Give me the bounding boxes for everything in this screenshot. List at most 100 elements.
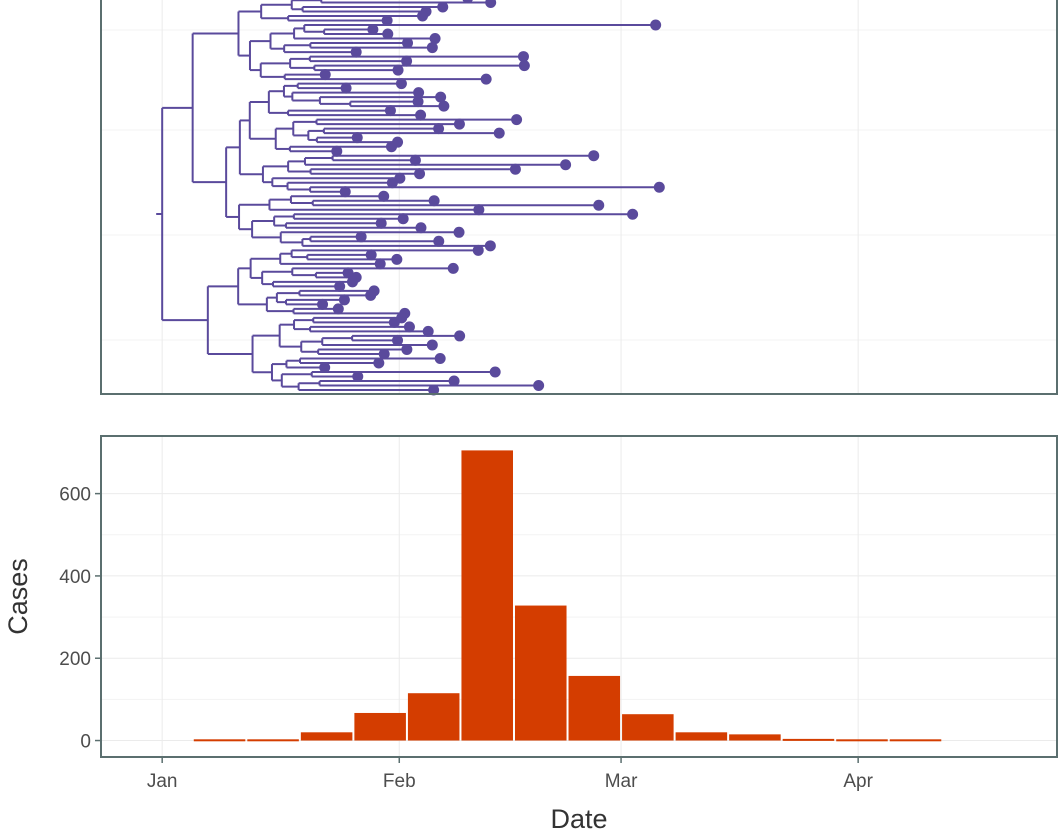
tree-tip-node	[339, 186, 351, 198]
x-tick-label: Jan	[147, 771, 178, 792]
tree-tip-node	[397, 213, 409, 225]
tree-tip-node	[428, 384, 440, 396]
histogram-bar	[247, 739, 299, 742]
tree-tip-node	[365, 289, 377, 301]
tree-tip-node	[412, 96, 424, 108]
tree-tip-node	[448, 375, 460, 387]
tree-tip-node	[403, 321, 415, 333]
tree-tip-node	[395, 78, 407, 90]
tree-tip-node	[426, 339, 438, 351]
tree-tip-node	[391, 253, 403, 265]
tree-tip-node	[355, 231, 367, 243]
tree-tip-node	[511, 114, 523, 126]
tree-tip-node	[373, 357, 385, 369]
tree-tip-node	[381, 15, 393, 27]
tree-tip-node	[480, 73, 492, 85]
tree-tip-node	[428, 195, 440, 207]
y-axis-title: Cases	[3, 558, 33, 635]
x-axis-title: Date	[550, 804, 607, 832]
tree-tip-node	[378, 190, 390, 202]
tree-tip-node	[415, 222, 427, 234]
tree-tip-node	[434, 352, 446, 364]
tree-tip-node	[401, 55, 413, 67]
histogram-bar	[193, 739, 246, 742]
tree-tip-node	[484, 240, 496, 252]
tree-tip-node	[317, 298, 329, 310]
tree-gridlines	[101, 0, 1057, 394]
tree-tip-node	[489, 366, 501, 378]
tree-tip-node	[533, 379, 545, 391]
tree-tip-node	[342, 267, 354, 279]
x-tick-label: Apr	[843, 771, 873, 792]
tree-tip-node	[409, 154, 421, 166]
histogram-bar	[782, 738, 835, 741]
tree-tip-node	[415, 109, 427, 121]
tree-tip-node	[517, 51, 529, 63]
tree-tip-node	[332, 303, 344, 315]
tree-tip-node	[374, 258, 386, 270]
tree-tip-node	[352, 370, 364, 382]
tree-tip-node	[382, 28, 394, 40]
tree-tip-node	[433, 123, 445, 135]
tree-tip-node	[447, 262, 459, 274]
tree-tip-node	[331, 145, 343, 157]
tree-tip-node	[350, 46, 362, 58]
tree-tip-node	[429, 33, 441, 45]
tree-tip-node	[473, 204, 485, 216]
histogram-bar	[461, 450, 513, 741]
tree-tip-node	[437, 1, 449, 13]
tree-tip-node	[388, 316, 400, 328]
tree-tip-node	[384, 105, 396, 117]
tree-tip-node	[650, 19, 662, 31]
tree-tip-node	[433, 235, 445, 247]
tree-tip-node	[385, 141, 397, 153]
tree-tip-node	[392, 334, 404, 346]
histogram-bars	[193, 450, 942, 742]
histogram-bar	[514, 605, 567, 741]
tree-tip-node	[338, 294, 350, 306]
y-tick-label: 0	[80, 732, 91, 753]
tree-nodes	[317, 0, 665, 396]
y-tick-label: 200	[59, 649, 91, 670]
tree-tip-node	[319, 361, 331, 373]
histogram-bar	[300, 732, 353, 741]
tree-tip-node	[653, 181, 665, 193]
tree-tip-node	[453, 118, 465, 130]
tree-tip-node	[422, 325, 434, 337]
histogram-bar	[836, 739, 888, 742]
histogram-bar	[729, 734, 781, 741]
tree-tip-node	[627, 208, 639, 220]
tree-tip-node	[485, 0, 497, 9]
tree-tip-node	[365, 249, 377, 261]
tree-tip-node	[438, 100, 450, 112]
tree-tip-node	[402, 37, 414, 49]
tree-tip-node	[392, 64, 404, 76]
tree-tip-node	[401, 343, 413, 355]
x-tick-label: Mar	[605, 771, 638, 792]
tree-tip-node	[453, 226, 465, 238]
tree-tip-node	[426, 42, 438, 54]
histogram-bar	[622, 714, 674, 741]
tree-branches	[156, 0, 660, 391]
tree-tip-node	[462, 0, 473, 4]
y-tick-label: 400	[59, 567, 91, 588]
tree-tip-node	[351, 132, 363, 144]
tree-tip-node	[435, 91, 447, 103]
histogram-bar	[407, 693, 460, 741]
tree-tip-node	[417, 10, 429, 22]
histogram-bar	[568, 675, 621, 741]
histogram-bar	[354, 712, 406, 741]
histogram-bar	[889, 739, 942, 742]
y-axis: 0 200 400 600	[59, 485, 101, 753]
tree-tip-node	[367, 24, 379, 36]
y-tick-label: 600	[59, 485, 91, 506]
tree-tip-node	[386, 177, 398, 189]
tree-tip-node	[493, 127, 505, 139]
tree-tip-node	[375, 217, 387, 229]
tree-tip-node	[560, 159, 572, 171]
histogram-panel-border	[100, 435, 1058, 758]
tree-tip-node	[334, 280, 346, 292]
tree-tip-node	[378, 348, 390, 360]
histogram-bar	[675, 732, 728, 741]
tree-tip-node	[346, 276, 358, 288]
